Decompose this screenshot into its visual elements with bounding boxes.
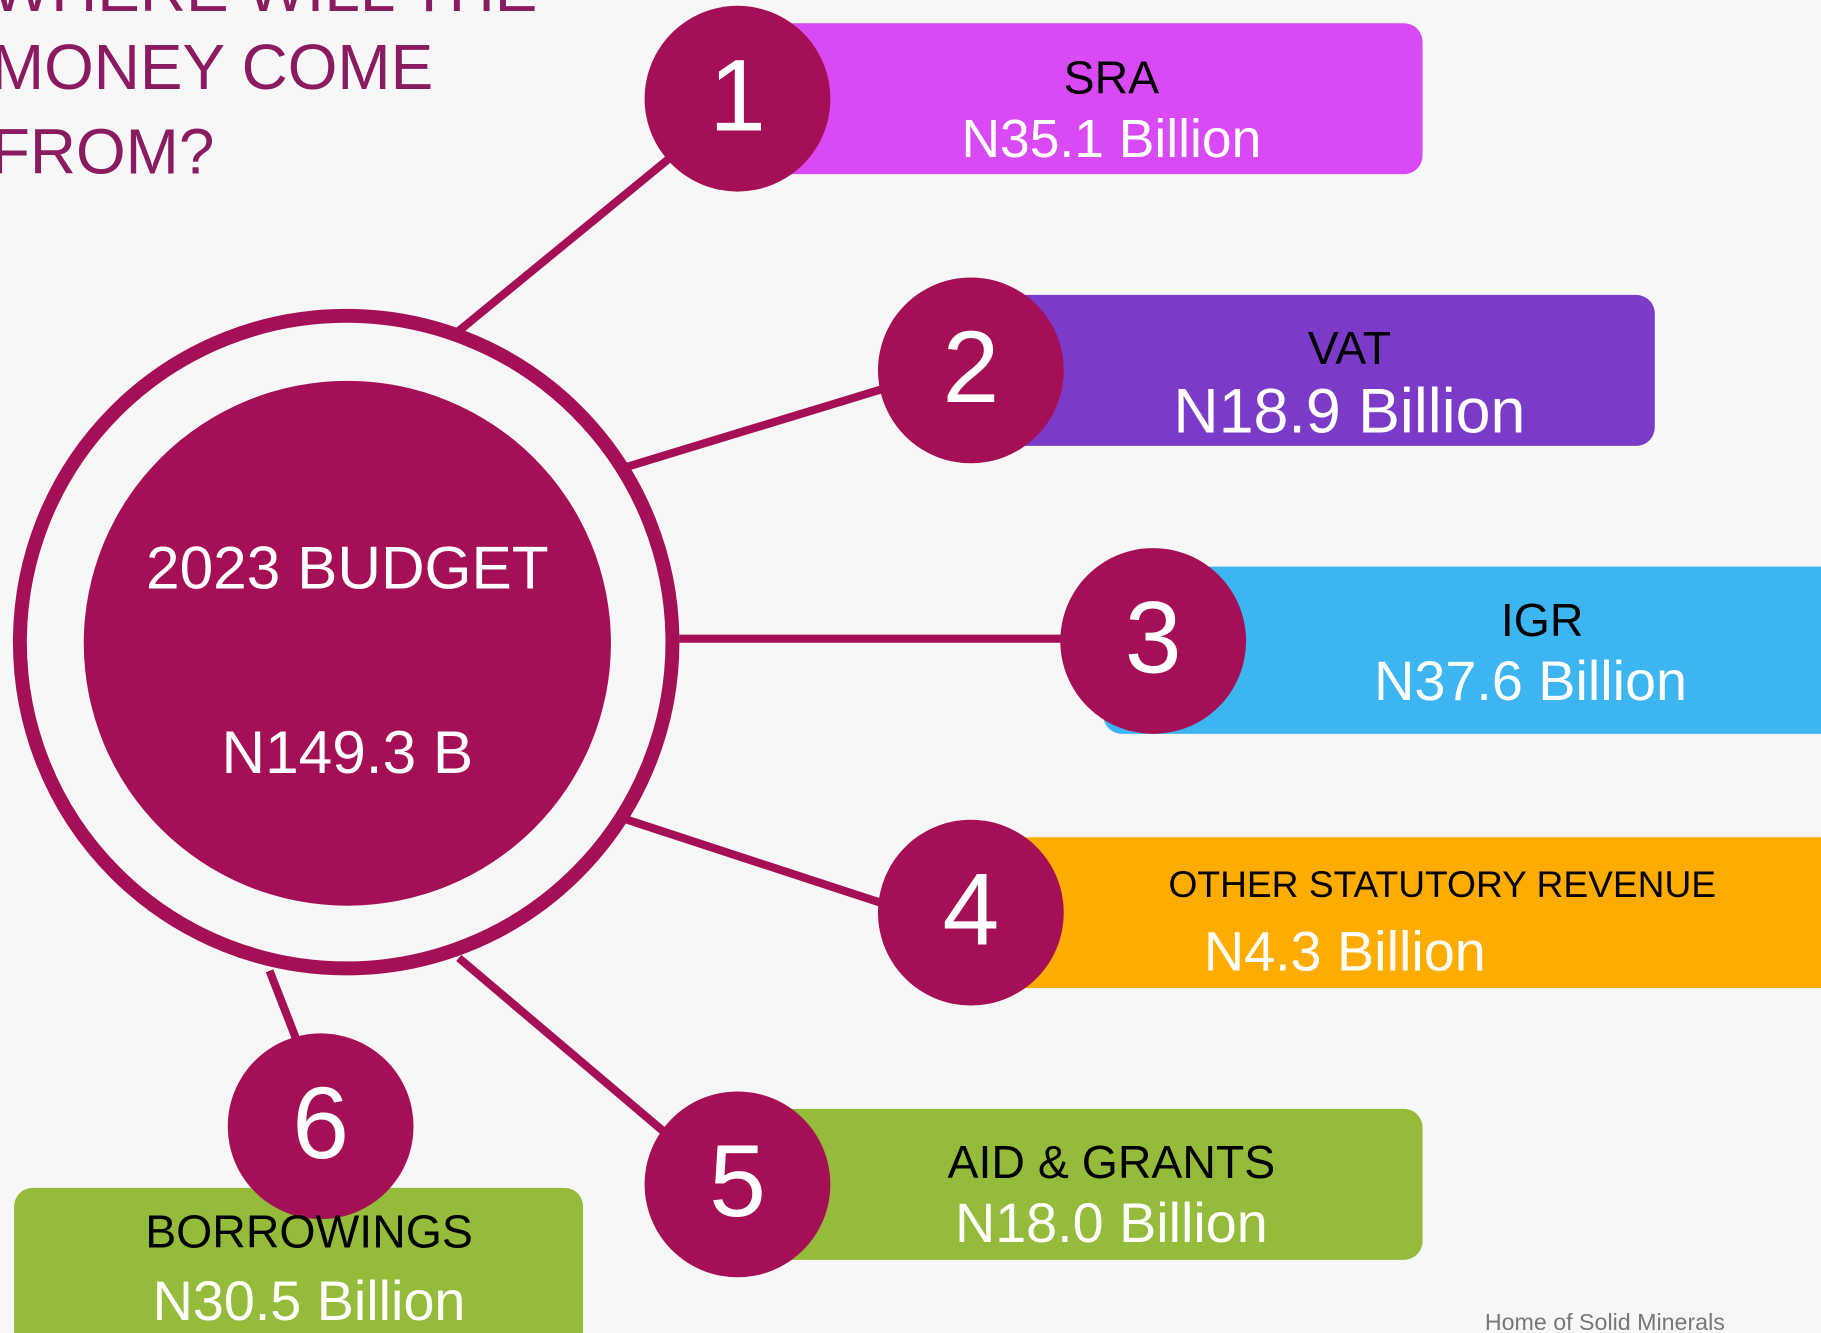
title-line: WHERE WILL THE — [0, 0, 537, 25]
item-box — [998, 837, 1821, 989]
connector — [265, 969, 301, 1041]
item-box — [14, 1187, 584, 1333]
center-label: 2023 BUDGET — [146, 533, 549, 601]
outer-ring — [12, 308, 680, 976]
connector — [625, 385, 884, 471]
item-badge — [1060, 548, 1247, 734]
item-label: VAT — [1308, 322, 1391, 374]
item-badge — [644, 5, 831, 192]
item-box — [1103, 566, 1821, 734]
item-amount: N4.3 Billion — [1204, 920, 1486, 982]
item-box — [998, 294, 1655, 446]
item-amount: N18.9 Billion — [1173, 376, 1525, 446]
item-label: SRA — [1064, 52, 1160, 104]
connector — [625, 815, 884, 908]
title-line: MONEY COME — [0, 31, 433, 103]
title-line: FROM? — [0, 116, 214, 188]
connector — [456, 153, 674, 335]
item-label: BORROWINGS — [145, 1206, 473, 1258]
connector — [456, 954, 667, 1136]
item-number: 1 — [709, 37, 766, 152]
item-number: 6 — [292, 1065, 349, 1180]
item-badge — [644, 1091, 831, 1278]
center-circle — [83, 380, 611, 906]
item-amount: N37.6 Billion — [1374, 650, 1687, 712]
item-number: 4 — [942, 851, 999, 966]
connectors — [265, 153, 1063, 1136]
item-label: IGR — [1501, 594, 1584, 646]
item-label: OTHER STATUTORY REVENUE — [1169, 863, 1717, 905]
item-box — [766, 23, 1423, 175]
center-amount: N149.3 B — [222, 718, 474, 786]
item-number: 3 — [1125, 580, 1182, 695]
item-badge — [877, 277, 1064, 464]
item-label: AID & GRANTS — [948, 1136, 1276, 1188]
item-amount: N30.5 Billion — [153, 1270, 466, 1332]
item-number: 5 — [709, 1123, 766, 1238]
item-amount: N18.0 Billion — [955, 1192, 1268, 1254]
item-number: 2 — [942, 309, 999, 424]
item-box — [766, 1108, 1423, 1260]
item-badge — [227, 1033, 414, 1220]
item-amount: N35.1 Billion — [961, 110, 1261, 169]
footer: Home of Solid Minerals — [1485, 1309, 1725, 1333]
item-badge — [877, 819, 1064, 1006]
